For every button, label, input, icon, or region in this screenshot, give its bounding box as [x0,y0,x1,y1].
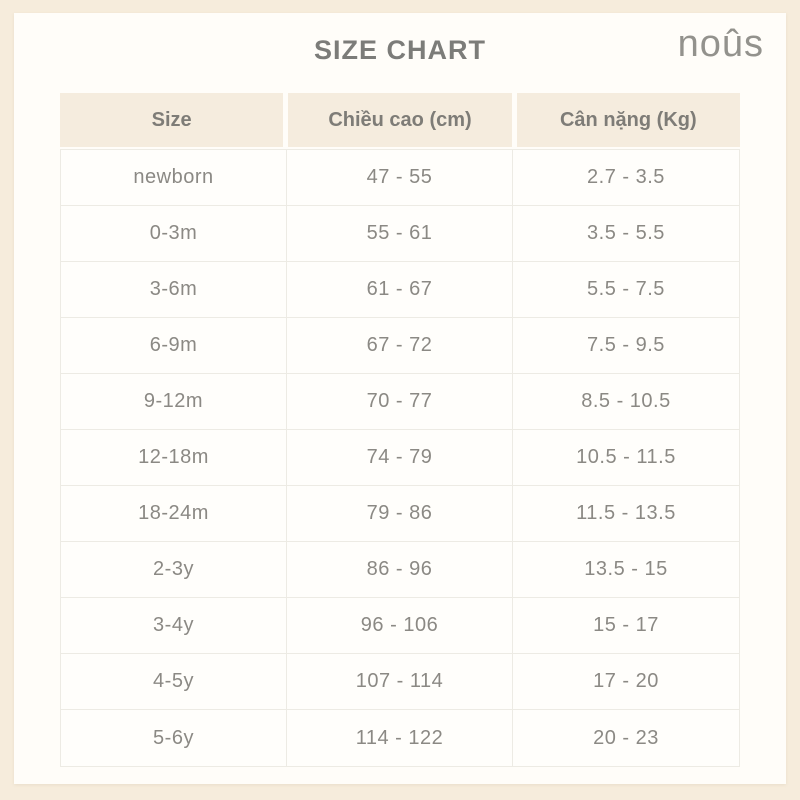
height-cell: 70 - 77 [287,374,513,429]
height-cell: 96 - 106 [287,598,513,653]
weight-cell: 8.5 - 10.5 [513,374,739,429]
size-cell: 3-6m [61,262,287,317]
size-table-body: newborn 47 - 55 2.7 - 3.5 0-3m 55 - 61 3… [60,149,740,767]
table-row: 4-5y 107 - 114 17 - 20 [61,654,739,710]
table-row: 3-4y 96 - 106 15 - 17 [61,598,739,654]
height-cell: 114 - 122 [287,710,513,766]
card-header: SIZE CHART noûs [14,13,786,93]
weight-cell: 11.5 - 13.5 [513,486,739,541]
weight-cell: 2.7 - 3.5 [513,150,739,205]
size-cell: 18-24m [61,486,287,541]
column-header-size: Size [60,93,284,147]
size-cell: 3-4y [61,598,287,653]
size-chart-card: SIZE CHART noûs Size Chiều cao (cm) Cân … [14,13,786,784]
weight-cell: 20 - 23 [513,710,739,766]
table-row: 18-24m 79 - 86 11.5 - 13.5 [61,486,739,542]
height-cell: 47 - 55 [287,150,513,205]
table-row: newborn 47 - 55 2.7 - 3.5 [61,150,739,206]
size-cell: 12-18m [61,430,287,485]
height-cell: 74 - 79 [287,430,513,485]
height-cell: 67 - 72 [287,318,513,373]
size-table: Size Chiều cao (cm) Cân nặng (Kg) newbor… [60,93,740,767]
table-row: 5-6y 114 - 122 20 - 23 [61,710,739,766]
weight-cell: 13.5 - 15 [513,542,739,597]
weight-cell: 10.5 - 11.5 [513,430,739,485]
table-row: 0-3m 55 - 61 3.5 - 5.5 [61,206,739,262]
column-header-height: Chiều cao (cm) [288,93,512,147]
table-row: 9-12m 70 - 77 8.5 - 10.5 [61,374,739,430]
size-cell: newborn [61,150,287,205]
weight-cell: 7.5 - 9.5 [513,318,739,373]
size-table-header-row: Size Chiều cao (cm) Cân nặng (Kg) [60,93,740,147]
height-cell: 55 - 61 [287,206,513,261]
table-row: 12-18m 74 - 79 10.5 - 11.5 [61,430,739,486]
column-header-weight: Cân nặng (Kg) [516,93,740,147]
height-cell: 79 - 86 [287,486,513,541]
size-cell: 9-12m [61,374,287,429]
weight-cell: 3.5 - 5.5 [513,206,739,261]
weight-cell: 5.5 - 7.5 [513,262,739,317]
height-cell: 86 - 96 [287,542,513,597]
size-cell: 2-3y [61,542,287,597]
brand-logo: noûs [677,23,764,65]
table-row: 3-6m 61 - 67 5.5 - 7.5 [61,262,739,318]
size-cell: 4-5y [61,654,287,709]
size-cell: 6-9m [61,318,287,373]
height-cell: 61 - 67 [287,262,513,317]
table-row: 6-9m 67 - 72 7.5 - 9.5 [61,318,739,374]
weight-cell: 15 - 17 [513,598,739,653]
table-row: 2-3y 86 - 96 13.5 - 15 [61,542,739,598]
size-cell: 5-6y [61,710,287,766]
height-cell: 107 - 114 [287,654,513,709]
weight-cell: 17 - 20 [513,654,739,709]
page-title: SIZE CHART [314,35,486,65]
size-cell: 0-3m [61,206,287,261]
